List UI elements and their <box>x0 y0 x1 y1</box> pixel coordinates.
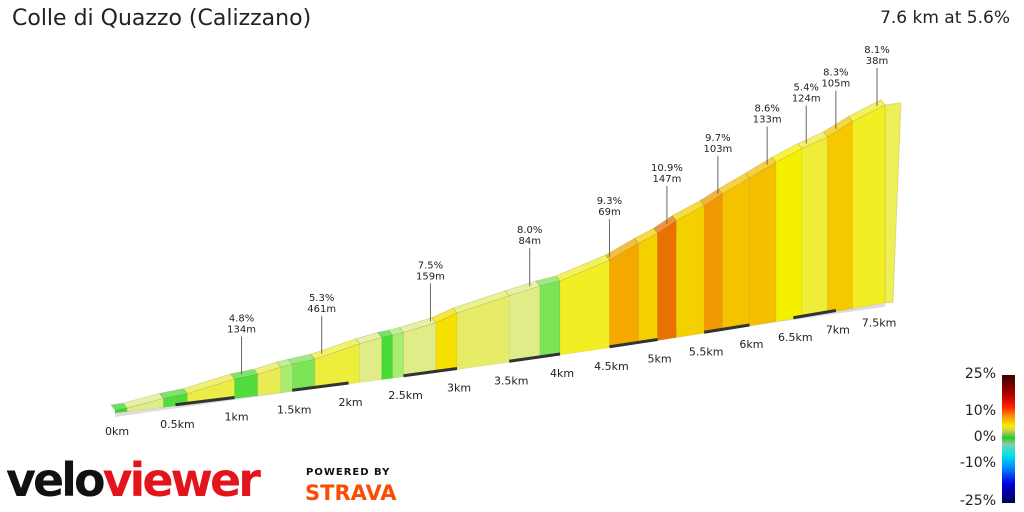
annotation-gradient: 8.0% <box>517 225 542 236</box>
km-dash-13 <box>793 309 837 320</box>
profile-end-wall <box>884 102 902 304</box>
annotation-length: 461m <box>307 304 336 315</box>
x-tick-label: 0.5km <box>160 418 195 431</box>
x-tick-label: 4km <box>550 367 574 380</box>
legend-label-0: 0% <box>973 429 996 445</box>
profile-segment-10 <box>381 334 393 380</box>
profile-segment-20 <box>657 220 677 341</box>
km-dash-11 <box>703 323 750 334</box>
powered-by-label: POWERED BY <box>306 467 391 478</box>
annotation-length: 105m <box>821 79 850 90</box>
x-tick-label: 1km <box>224 411 248 424</box>
x-tick-label: 7km <box>826 324 850 337</box>
x-tick-label: 5.5km <box>689 345 724 358</box>
legend-label-minus25: -25% <box>959 493 996 509</box>
annotation-gradient: 5.4% <box>794 83 819 94</box>
annotation-length: 124m <box>792 94 821 105</box>
x-tick-label: 0km <box>105 425 129 438</box>
km-dash-7 <box>509 352 561 363</box>
profile-segment-15 <box>508 285 541 363</box>
km-dash-9 <box>609 338 658 349</box>
profile-segment-22 <box>703 193 723 334</box>
profile-segment-13 <box>435 312 458 373</box>
x-tick-label: 6.5km <box>778 331 813 344</box>
profile-segment-9 <box>359 336 382 383</box>
profile-segment-6 <box>280 363 293 394</box>
annotation-length: 84m <box>518 236 540 247</box>
x-tick-label: 1.5km <box>277 403 312 416</box>
annotation-gradient: 5.3% <box>309 293 334 304</box>
annotation-gradient: 9.3% <box>597 196 622 207</box>
annotation-length: 159m <box>416 271 445 282</box>
segment-summary: 7.6 km at 5.6% <box>880 8 1010 28</box>
annotation-length: 103m <box>703 144 732 155</box>
km-dash-3 <box>292 381 349 392</box>
veloviewer-logo: veloviewer <box>6 453 261 507</box>
strava-logo: STRAVA <box>305 481 397 505</box>
x-tick-label: 5km <box>647 353 671 366</box>
x-tick-label: 7.5km <box>862 316 897 329</box>
legend-label-minus10: -10% <box>959 455 996 471</box>
km-dash-5 <box>403 367 458 378</box>
x-tick-label: 2km <box>339 396 363 409</box>
legend-label-25: 25% <box>964 366 996 382</box>
profile-segment-27 <box>827 120 853 314</box>
km-dash-1 <box>175 396 235 407</box>
profile-top-face-28 <box>848 99 886 122</box>
annotation-length: 133m <box>753 115 782 126</box>
annotation-gradient: 7.5% <box>418 260 443 271</box>
profile-segment-23 <box>722 177 750 331</box>
annotation-length: 147m <box>653 174 682 185</box>
profile-segment-11 <box>392 332 404 379</box>
annotation-gradient: 8.3% <box>823 68 848 79</box>
annotation-length: 38m <box>866 56 888 67</box>
x-tick-label: 2.5km <box>388 389 423 402</box>
segment-title: Colle di Quazzo (Calizzano) <box>12 6 312 31</box>
profile-segment-26 <box>801 136 828 318</box>
annotation-gradient: 8.1% <box>864 45 889 56</box>
x-tick-label: 4.5km <box>594 360 629 373</box>
legend-label-10: 10% <box>964 403 996 419</box>
x-tick-label: 3.5km <box>494 374 529 387</box>
profile-segment-16 <box>539 280 561 359</box>
gradient-legend-bar <box>1002 375 1015 503</box>
annotation-gradient: 4.8% <box>229 314 254 325</box>
annotation-gradient: 8.6% <box>754 104 779 115</box>
annotation-gradient: 9.7% <box>705 133 730 144</box>
profile-segment-18 <box>609 242 639 349</box>
profile-segment-19 <box>638 232 658 344</box>
annotation-length: 134m <box>227 325 256 336</box>
profile-segment-24 <box>749 161 777 327</box>
profile-segment-28 <box>852 104 886 309</box>
annotation-length: 69m <box>598 207 620 218</box>
x-tick-label: 3km <box>447 382 471 395</box>
x-tick-label: 6km <box>739 338 763 351</box>
profile-segment-21 <box>676 204 705 338</box>
annotation-gradient: 10.9% <box>651 163 683 174</box>
profile-segment-25 <box>775 147 803 323</box>
